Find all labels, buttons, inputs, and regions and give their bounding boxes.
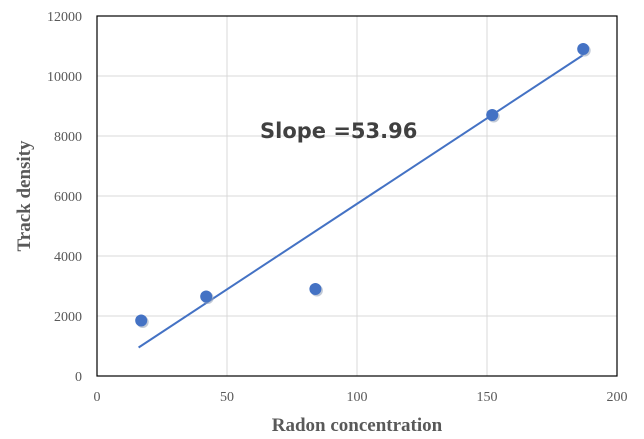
data-point — [309, 283, 322, 295]
y-axis-title: Track density — [14, 140, 35, 252]
y-tick-label: 2000 — [54, 310, 82, 325]
y-tick-label: 10000 — [47, 70, 82, 85]
x-axis-ticks: 0 50 100 150 200 — [94, 390, 628, 405]
x-tick-label: 0 — [94, 390, 101, 405]
grid-lines — [97, 16, 617, 376]
data-point — [577, 43, 590, 55]
data-point — [135, 314, 148, 327]
plot-area-border — [96, 15, 618, 377]
x-tick-label: 150 — [477, 390, 498, 405]
x-axis-title: Radon concentration — [272, 415, 443, 436]
x-tick-label: 50 — [220, 390, 234, 405]
y-tick-label: 6000 — [54, 190, 82, 205]
slope-annotation: Slope =53.96 — [260, 119, 417, 143]
y-tick-label: 4000 — [54, 250, 82, 265]
y-tick-label: 12000 — [47, 10, 82, 25]
y-tick-label: 0 — [75, 370, 82, 385]
x-tick-label: 200 — [607, 390, 628, 405]
data-points — [135, 43, 591, 328]
data-point — [200, 290, 213, 303]
y-axis-ticks: 0 2000 4000 6000 8000 10000 12000 — [47, 10, 82, 385]
data-point — [486, 109, 499, 121]
y-tick-label: 8000 — [54, 130, 82, 145]
x-tick-label: 100 — [347, 390, 368, 405]
